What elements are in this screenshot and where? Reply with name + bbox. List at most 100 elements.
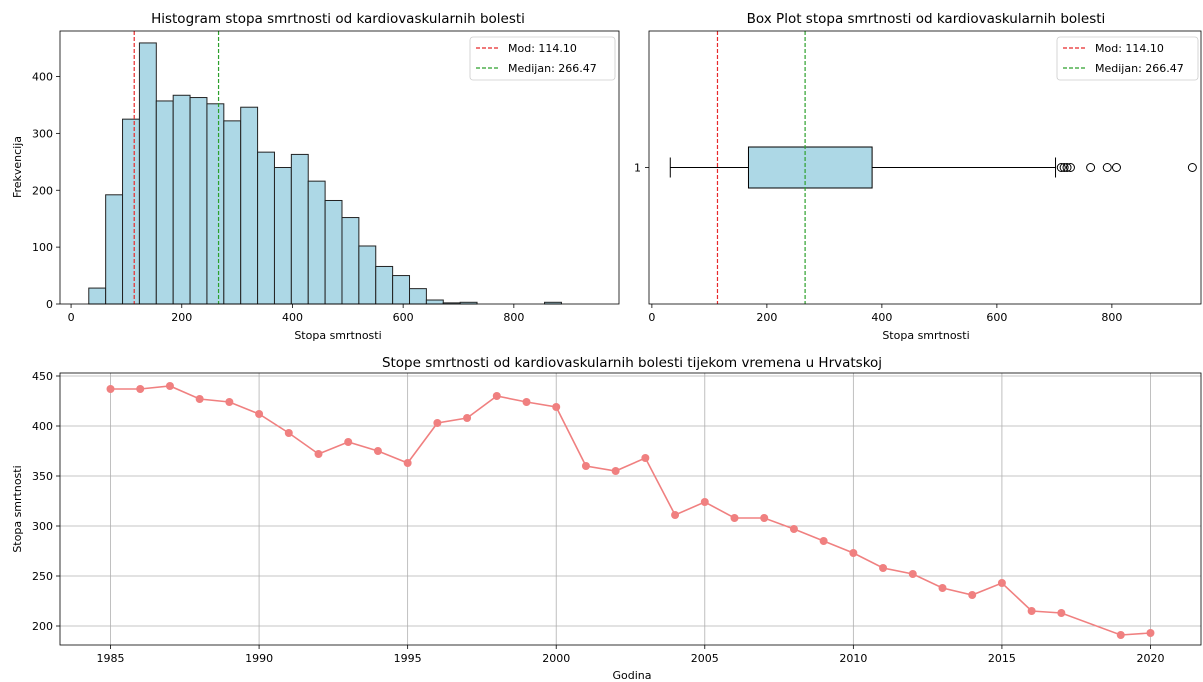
histogram-y-label: Frekvencija	[11, 136, 24, 198]
boxplot-x-tick-label: 800	[1101, 311, 1122, 324]
line-series-point	[225, 398, 234, 406]
histogram-legend-box	[469, 36, 616, 81]
line-series-point	[522, 398, 531, 406]
line-plot-area: 1985 1990 1995 2000 2005 2010 2015 2020 200 250 30…	[32, 370, 1201, 665]
histogram-bar	[155, 100, 174, 305]
histogram-bar	[375, 265, 394, 305]
histogram-legend: Mod: 114.10 Medijan: 266.47	[469, 36, 616, 81]
boxplot-outlier	[1062, 163, 1072, 172]
boxplot-x-tick-label: 0	[648, 311, 655, 324]
histogram-legend-mode-label: Mod: 114.10	[508, 42, 577, 55]
line-x-tick-label: 2005	[691, 652, 719, 665]
line-y-tick-label: 250	[32, 570, 53, 583]
line-series-point	[433, 419, 442, 427]
line-series-point	[730, 514, 739, 522]
histogram-bar	[172, 94, 191, 305]
boxplot-legend-box	[1056, 36, 1199, 81]
histogram-y-tick-label: 300	[32, 127, 53, 140]
line-series-point	[463, 414, 472, 422]
histogram-bar	[341, 217, 360, 305]
line-frame	[59, 372, 1202, 646]
boxplot-legend-median-label: Medijan: 266.47	[1095, 62, 1184, 75]
histogram-x-tick-label: 800	[503, 311, 524, 324]
line-series-point	[492, 392, 501, 400]
boxplot-plot-area: 0 200 400 600 800 1	[634, 31, 1197, 324]
boxplot-outlier	[1111, 163, 1121, 172]
line-y-tick-label: 450	[32, 370, 53, 383]
line-series-point	[1057, 609, 1066, 617]
boxplot-frame	[648, 30, 1202, 305]
boxplot-x-label: Stopa smrtnosti	[882, 329, 969, 342]
line-y-tick-label: 200	[32, 620, 53, 633]
line-series-point	[373, 447, 382, 455]
line-series-point	[314, 450, 323, 458]
line-series-point	[344, 438, 353, 446]
histogram-bar	[324, 199, 343, 305]
histogram-x-label: Stopa smrtnosti	[294, 329, 381, 342]
line-series-point	[136, 385, 145, 393]
histogram-bar	[425, 299, 444, 305]
histogram-panel: Histogram stopa smrtnosti od kardiovasku…	[11, 11, 620, 342]
histogram-bar	[290, 153, 309, 305]
line-y-tick-label: 300	[32, 520, 53, 533]
line-series-point	[165, 382, 174, 390]
line-series-path	[110, 385, 1151, 636]
boxplot-x-tick-label: 600	[986, 311, 1007, 324]
line-series-point	[641, 454, 650, 462]
line-series-point	[789, 525, 798, 533]
line-series-point	[997, 579, 1006, 587]
line-panel: Stope smrtnosti od kardiovaskularnih bol…	[11, 355, 1202, 682]
histogram-bar	[206, 103, 225, 305]
histogram-y-tick-label: 0	[46, 298, 53, 311]
histogram-bar	[122, 118, 140, 305]
line-series-point	[255, 410, 264, 418]
histogram-bar	[138, 42, 157, 305]
line-title: Stope smrtnosti od kardiovaskularnih bol…	[382, 355, 882, 371]
histogram-y-tick-label: 100	[32, 241, 53, 254]
boxplot-title: Box Plot stopa smrtnosti od kardiovaskul…	[747, 11, 1106, 27]
boxplot-legend-mode-label: Mod: 114.10	[1095, 42, 1164, 55]
histogram-legend-median-label: Medijan: 266.47	[508, 62, 597, 75]
line-series-point	[106, 385, 115, 393]
line-series-point	[760, 514, 769, 522]
line-x-tick-label: 2015	[988, 652, 1016, 665]
histogram-bar	[257, 151, 275, 305]
histogram-bar	[223, 120, 242, 305]
histogram-y-tick-label: 400	[32, 71, 53, 84]
line-x-tick-label: 2010	[839, 652, 867, 665]
boxplot-outlier	[1056, 163, 1066, 172]
boxplot-panel: Box Plot stopa smrtnosti od kardiovaskul…	[634, 11, 1202, 342]
histogram-bar	[273, 167, 292, 305]
histogram-frame	[59, 30, 620, 305]
histogram-bar	[409, 288, 427, 305]
histogram-y-tick-label: 200	[32, 184, 53, 197]
boxplot-x-tick-label: 200	[756, 311, 777, 324]
line-x-label: Godina	[612, 669, 651, 682]
line-series-point	[968, 591, 977, 599]
boxplot-x-tick-label: 400	[871, 311, 892, 324]
line-series-point	[284, 429, 293, 437]
line-series-point	[879, 564, 888, 572]
line-y-tick-label: 350	[32, 470, 53, 483]
boxplot-outlier	[1187, 163, 1197, 172]
boxplot-y-tick-label: 1	[634, 162, 641, 175]
line-series-point	[938, 584, 947, 592]
histogram-bar	[88, 287, 107, 305]
histogram-bar	[105, 194, 124, 305]
boxplot-outlier	[1059, 163, 1069, 172]
histogram-x-tick-label: 200	[171, 311, 192, 324]
line-x-tick-label: 2020	[1136, 652, 1164, 665]
histogram-title: Histogram stopa smrtnosti od kardiovasku…	[151, 11, 525, 27]
histogram-bar	[392, 275, 411, 305]
line-series-point	[849, 549, 858, 557]
line-series-point	[581, 462, 590, 470]
histogram-x-tick-label: 0	[68, 311, 75, 324]
line-series-point	[1116, 631, 1125, 639]
line-series-point	[403, 459, 412, 467]
boxplot-outlier	[1065, 163, 1075, 172]
line-series-point	[819, 537, 828, 545]
line-series-point	[908, 570, 917, 578]
line-series-point	[611, 467, 620, 475]
line-x-tick-label: 2000	[542, 652, 570, 665]
